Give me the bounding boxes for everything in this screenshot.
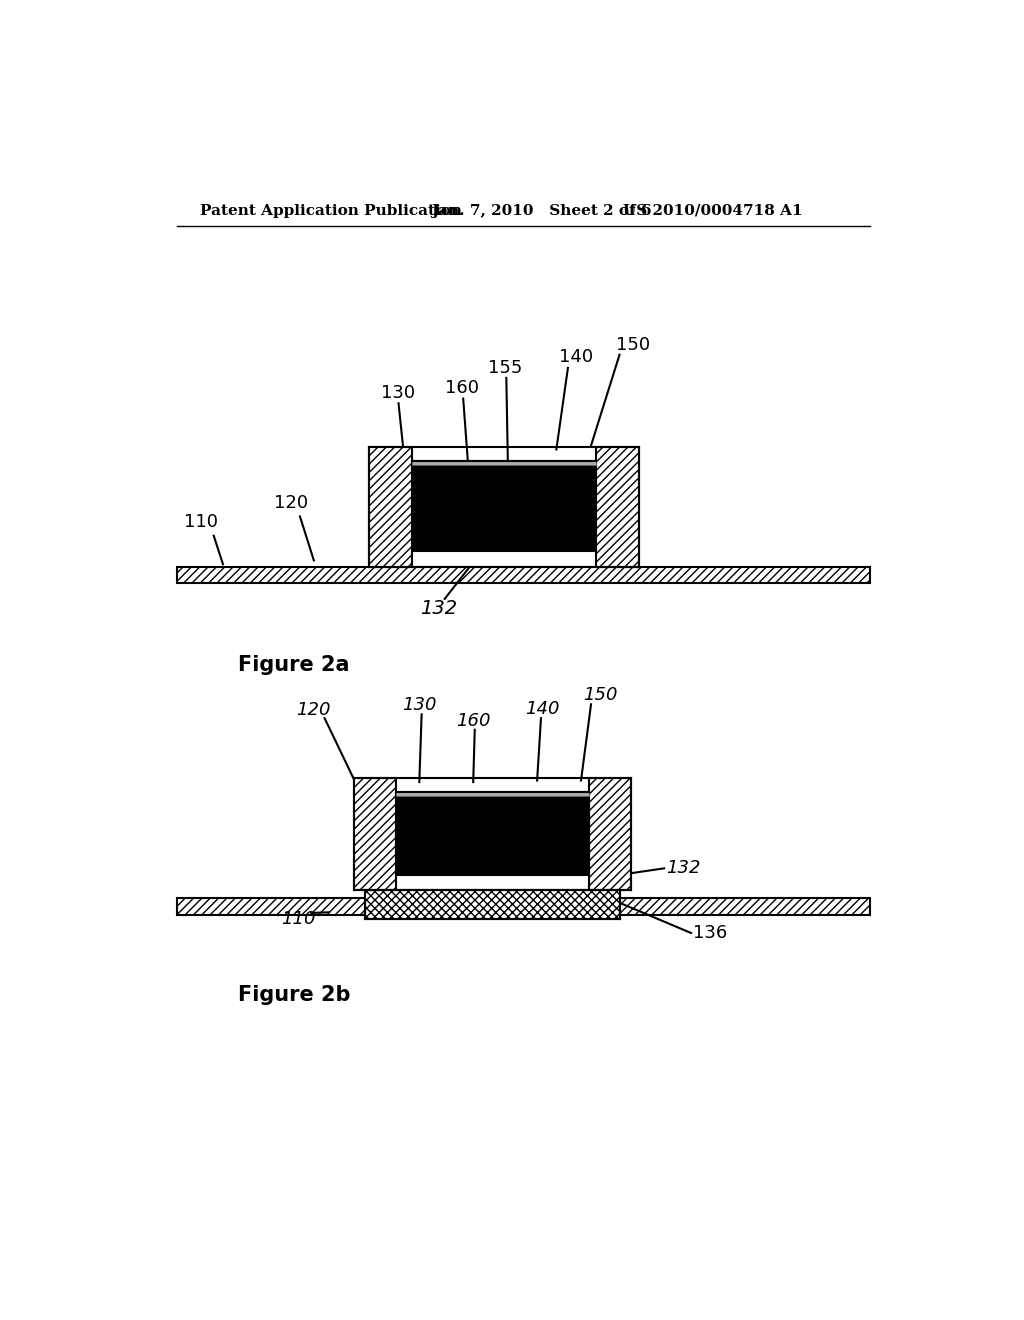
Text: US 2010/0004718 A1: US 2010/0004718 A1	[624, 203, 803, 218]
Text: 140: 140	[558, 348, 593, 366]
Text: 120: 120	[273, 495, 308, 512]
Text: 132: 132	[666, 859, 700, 878]
Text: Jan. 7, 2010   Sheet 2 of 6: Jan. 7, 2010 Sheet 2 of 6	[431, 203, 651, 218]
Text: 132: 132	[420, 599, 457, 618]
Text: Figure 2b: Figure 2b	[239, 986, 351, 1006]
Bar	[589, 779, 631, 890]
Text: 140: 140	[525, 700, 560, 718]
Text: 110: 110	[184, 513, 218, 531]
Bar	[596, 447, 639, 566]
Bar	[396, 792, 589, 796]
Bar	[412, 461, 596, 465]
Bar	[396, 792, 589, 875]
Text: 130: 130	[402, 696, 436, 714]
Text: 150: 150	[615, 335, 649, 354]
Text: 110: 110	[282, 911, 315, 928]
Text: 150: 150	[583, 686, 617, 704]
Bar	[354, 779, 396, 890]
Text: 160: 160	[444, 379, 478, 397]
Bar	[370, 447, 412, 566]
Bar	[366, 890, 620, 919]
Text: 120: 120	[297, 701, 331, 719]
Text: 136: 136	[692, 924, 727, 942]
Bar	[177, 566, 869, 583]
Text: 160: 160	[456, 711, 490, 730]
Text: Figure 2a: Figure 2a	[239, 655, 350, 675]
Bar	[412, 461, 596, 552]
Text: 155: 155	[488, 359, 522, 376]
Text: 130: 130	[382, 384, 416, 403]
Bar	[177, 898, 869, 915]
Text: Patent Application Publication: Patent Application Publication	[200, 203, 462, 218]
